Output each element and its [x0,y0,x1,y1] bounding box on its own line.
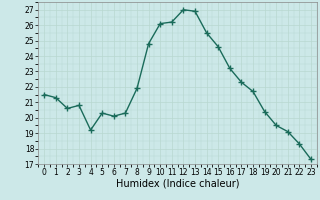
X-axis label: Humidex (Indice chaleur): Humidex (Indice chaleur) [116,179,239,189]
